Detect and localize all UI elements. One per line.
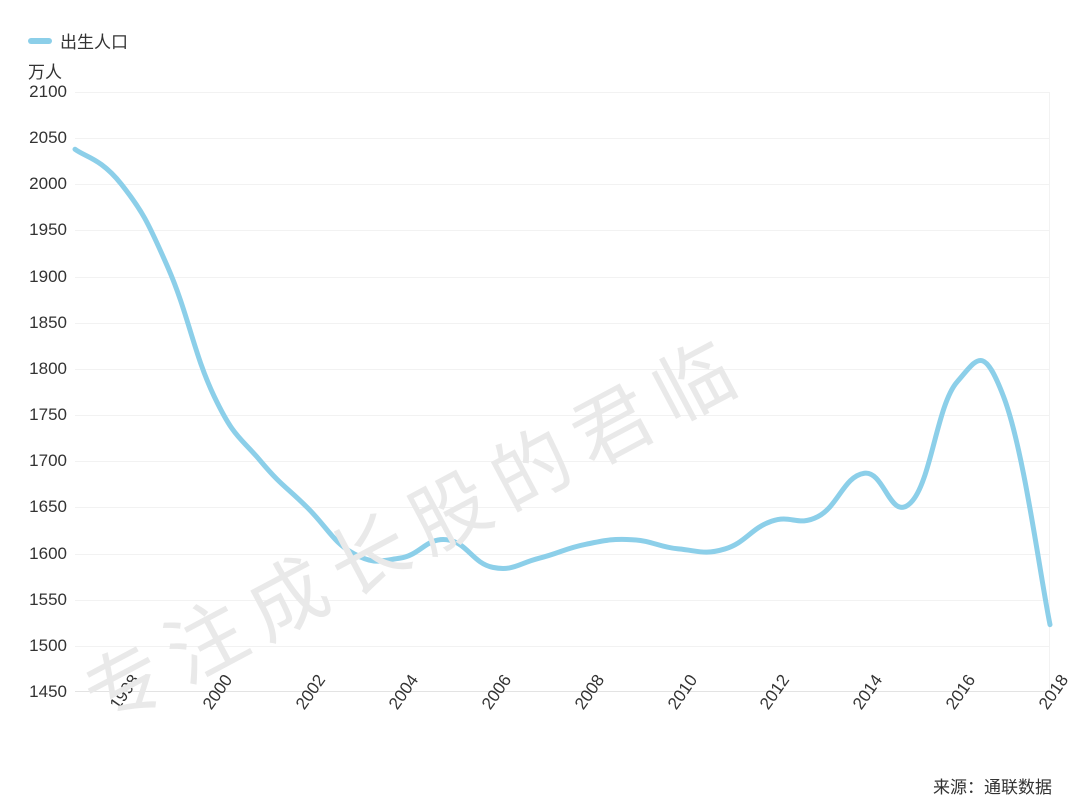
- y-tick-label: 1750: [29, 405, 75, 425]
- y-tick-label: 1550: [29, 590, 75, 610]
- y-tick-label: 1800: [29, 359, 75, 379]
- y-axis-unit: 万人: [28, 58, 62, 83]
- legend: 出生人口: [28, 28, 128, 53]
- y-tick-label: 1650: [29, 497, 75, 517]
- y-tick-label: 1500: [29, 636, 75, 656]
- y-tick-label: 1950: [29, 220, 75, 240]
- chart-plot-area: 1450150015501600165017001750180018501900…: [75, 92, 1050, 692]
- source-label: 来源：通联数据: [933, 773, 1052, 798]
- y-tick-label: 1600: [29, 544, 75, 564]
- y-tick-label: 2000: [29, 174, 75, 194]
- y-tick-label: 1850: [29, 313, 75, 333]
- y-tick-label: 1900: [29, 267, 75, 287]
- legend-swatch: [28, 38, 52, 44]
- y-tick-label: 2050: [29, 128, 75, 148]
- y-tick-label: 1700: [29, 451, 75, 471]
- series-line: [75, 92, 1050, 692]
- y-tick-label: 1450: [29, 682, 75, 702]
- y-tick-label: 2100: [29, 82, 75, 102]
- legend-label: 出生人口: [60, 28, 128, 53]
